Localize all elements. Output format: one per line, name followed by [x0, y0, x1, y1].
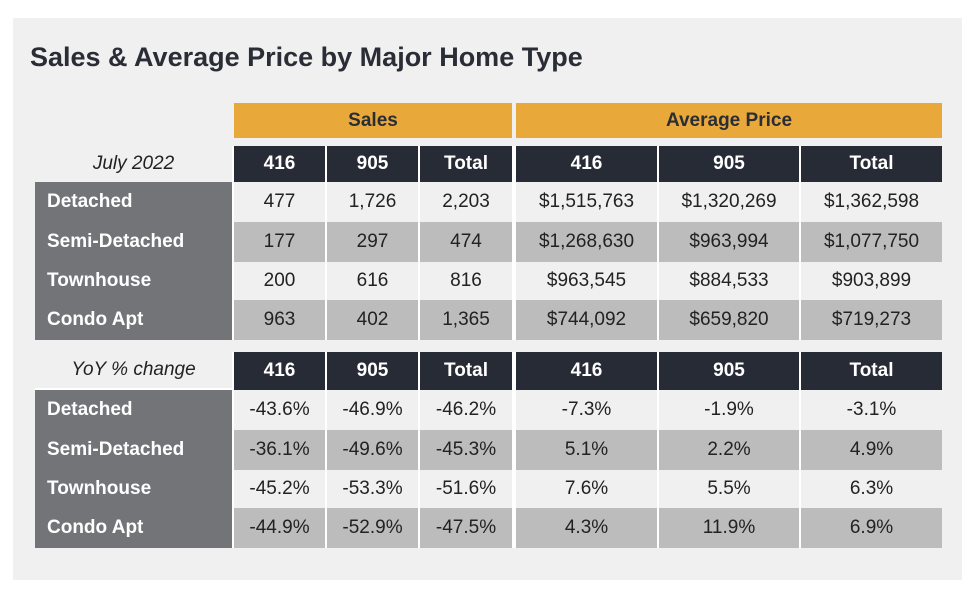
- table-cell: $1,362,598: [801, 182, 942, 222]
- column-header: Total: [420, 352, 512, 390]
- column-header: 416: [516, 146, 657, 182]
- table-cell: 5.1%: [516, 430, 657, 470]
- table-yoy-change: YoY % change 416 905 Total 416 905 Total Detach…: [35, 352, 942, 548]
- table-cell: 6.9%: [801, 508, 942, 548]
- table-cell: 1,726: [327, 182, 418, 222]
- corner-label: July 2022: [35, 146, 232, 182]
- group-sales: Sales: [234, 103, 512, 138]
- table-cell: -46.2%: [420, 390, 512, 430]
- table-cell: 297: [327, 222, 418, 262]
- table-cell: $659,820: [659, 300, 799, 340]
- column-header: Total: [801, 352, 942, 390]
- table-cell: -51.6%: [420, 470, 512, 508]
- row-label: Townhouse: [35, 470, 232, 508]
- column-header: 905: [659, 352, 799, 390]
- column-header: 905: [659, 146, 799, 182]
- page-title: Sales & Average Price by Major Home Type: [30, 42, 583, 72]
- table-cell: 200: [234, 262, 325, 300]
- column-header: 416: [234, 146, 325, 182]
- table-cell: $903,899: [801, 262, 942, 300]
- table-cell: -44.9%: [234, 508, 325, 548]
- table-cell: -52.9%: [327, 508, 418, 548]
- table-cell: -46.9%: [327, 390, 418, 430]
- corner-label: YoY % change: [35, 352, 232, 388]
- table-cell: 1,365: [420, 300, 512, 340]
- table-cell: 2.2%: [659, 430, 799, 470]
- table-cell: -47.5%: [420, 508, 512, 548]
- column-header: Total: [420, 146, 512, 182]
- table-cell: -3.1%: [801, 390, 942, 430]
- table-cell: 11.9%: [659, 508, 799, 548]
- table-cell: $1,268,630: [516, 222, 657, 262]
- table-cell: -53.3%: [327, 470, 418, 508]
- table-cell: 7.6%: [516, 470, 657, 508]
- table-cell: -1.9%: [659, 390, 799, 430]
- table-cell: 474: [420, 222, 512, 262]
- table-cell: 616: [327, 262, 418, 300]
- table-cell: -7.3%: [516, 390, 657, 430]
- table-cell: 402: [327, 300, 418, 340]
- table-cell: $1,515,763: [516, 182, 657, 222]
- table-cell: $963,545: [516, 262, 657, 300]
- table-cell: $719,273: [801, 300, 942, 340]
- table-cell: 5.5%: [659, 470, 799, 508]
- column-group-header: Sales Average Price: [35, 103, 942, 138]
- row-label: Detached: [35, 182, 232, 222]
- row-label: Semi-Detached: [35, 222, 232, 262]
- table-cell: 4.9%: [801, 430, 942, 470]
- table-cell: $1,320,269: [659, 182, 799, 222]
- table-cell: -36.1%: [234, 430, 325, 470]
- table-cell: $963,994: [659, 222, 799, 262]
- table-cell: 816: [420, 262, 512, 300]
- row-label: Condo Apt: [35, 508, 232, 548]
- table-cell: -43.6%: [234, 390, 325, 430]
- table-july-2022: July 2022 416 905 Total 416 905 Total Detached 4…: [35, 146, 942, 340]
- table-cell: $744,092: [516, 300, 657, 340]
- table-cell: 2,203: [420, 182, 512, 222]
- table-cell: 177: [234, 222, 325, 262]
- column-header: 416: [234, 352, 325, 390]
- column-header: 416: [516, 352, 657, 390]
- table-cell: 477: [234, 182, 325, 222]
- table-cell: -45.3%: [420, 430, 512, 470]
- table-cell: 963: [234, 300, 325, 340]
- row-label: Semi-Detached: [35, 430, 232, 470]
- table-cell: 6.3%: [801, 470, 942, 508]
- column-header: 905: [327, 146, 418, 182]
- column-header: 905: [327, 352, 418, 390]
- table-cell: $1,077,750: [801, 222, 942, 262]
- row-label: Condo Apt: [35, 300, 232, 340]
- row-label: Townhouse: [35, 262, 232, 300]
- table-cell: -49.6%: [327, 430, 418, 470]
- column-header: Total: [801, 146, 942, 182]
- group-average-price: Average Price: [516, 103, 942, 138]
- table-cell: 4.3%: [516, 508, 657, 548]
- row-label: Detached: [35, 390, 232, 430]
- table-cell: $884,533: [659, 262, 799, 300]
- table-cell: -45.2%: [234, 470, 325, 508]
